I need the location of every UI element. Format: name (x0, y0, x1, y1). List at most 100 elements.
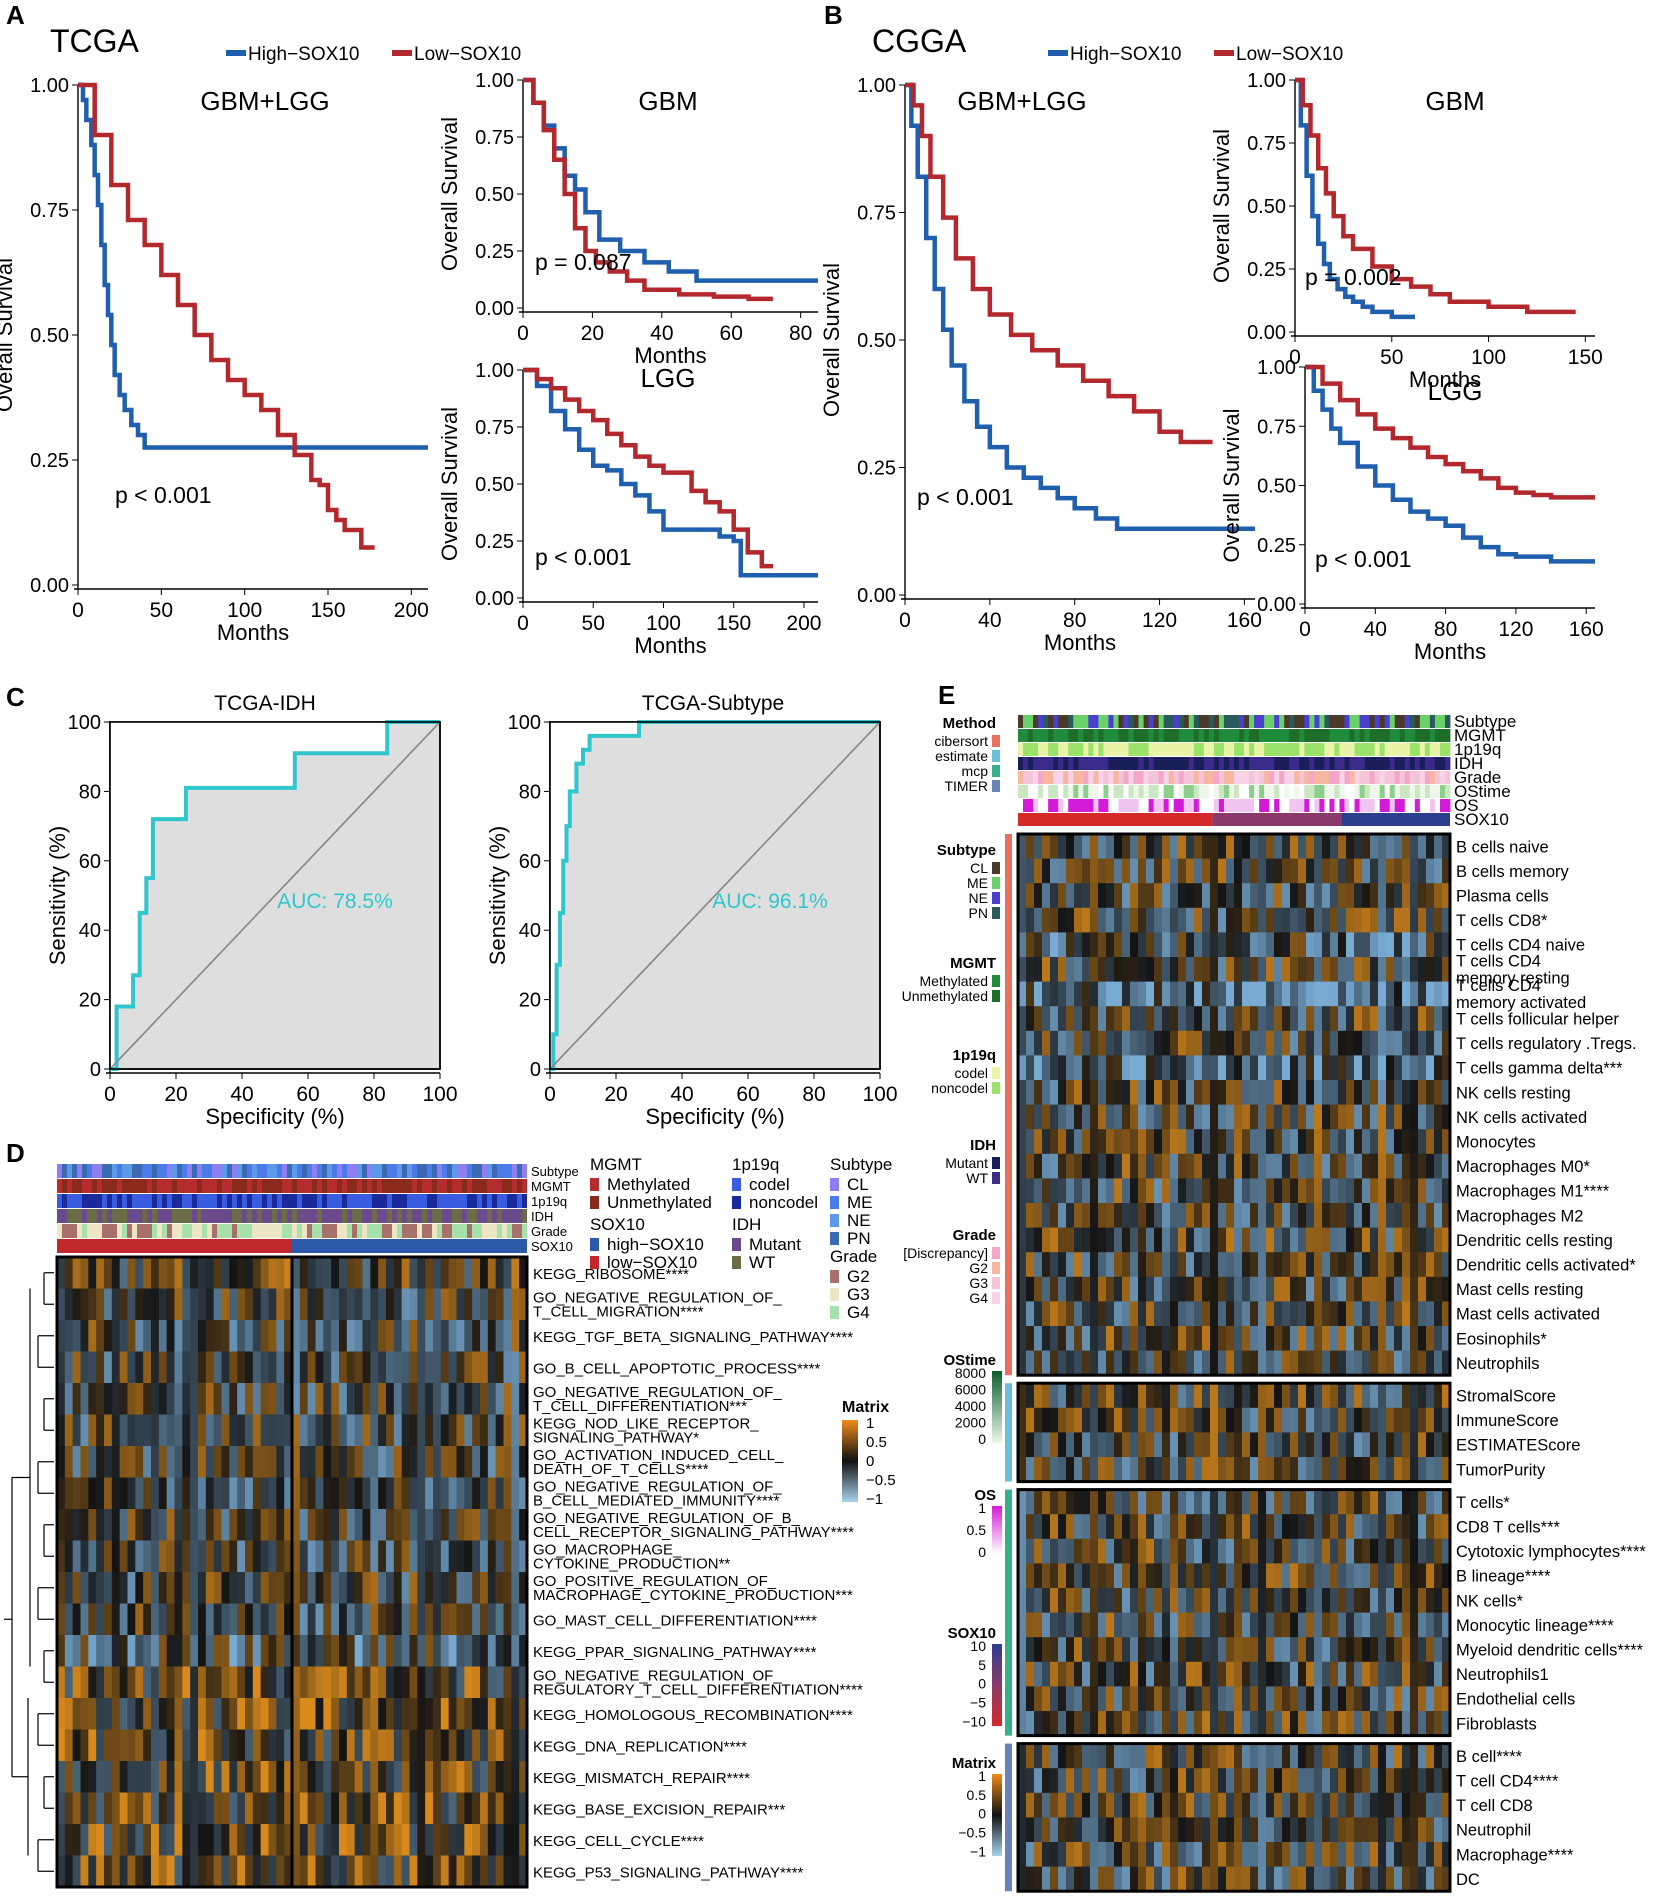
heatmap-cell (1026, 858, 1035, 884)
heatmap-cell (1202, 1153, 1211, 1179)
heatmap-cell (1050, 1457, 1059, 1483)
heatmap-cell (229, 1320, 238, 1353)
heatmap-cell (346, 1603, 356, 1636)
annotation-cell (152, 1194, 157, 1208)
heatmap-cell (354, 1320, 364, 1353)
heatmap-cell (72, 1635, 82, 1668)
heatmap-cell (1306, 1129, 1315, 1155)
heatmap-cell (1170, 957, 1179, 983)
heatmap-cell (1402, 1326, 1411, 1352)
heatmap-cell (1322, 1588, 1331, 1614)
heatmap-cell (1074, 1792, 1083, 1818)
heatmap-cell (1202, 883, 1211, 909)
heatmap-cell (1226, 1686, 1235, 1712)
annotation-cell (292, 1164, 297, 1178)
heatmap-cell (1378, 1489, 1387, 1515)
heatmap-cell (57, 1603, 66, 1636)
annotation-track-idh: IDH (57, 1209, 553, 1224)
heatmap-cell (346, 1635, 356, 1668)
heatmap-cell (1154, 1153, 1163, 1179)
annotation-cell (102, 1194, 107, 1208)
heatmap-cell (1178, 1563, 1187, 1589)
heatmap-cell (260, 1603, 270, 1636)
annotation-cell (522, 1209, 527, 1223)
heatmap-cell (1162, 1030, 1171, 1056)
heatmap-cell (1362, 1538, 1371, 1564)
heatmap-cell (1250, 1178, 1259, 1204)
heatmap-cell (1146, 1055, 1155, 1081)
heatmap-cell (245, 1383, 254, 1416)
heatmap-cell (1314, 1030, 1323, 1056)
heatmap-cell (80, 1666, 89, 1699)
heatmap-cell (1098, 1588, 1107, 1614)
annotation-cell (1093, 799, 1099, 812)
heatmap-cell (1258, 1743, 1267, 1769)
heatmap-cell (362, 1477, 371, 1510)
annotation-cell (1103, 743, 1109, 756)
heatmap-cell (1266, 883, 1275, 909)
heatmap-cell (472, 1446, 481, 1479)
annotation-cell (1349, 771, 1355, 784)
heatmap-cell (1402, 932, 1411, 958)
annotation-cell (1108, 799, 1114, 812)
heatmap-cell (1386, 1432, 1395, 1458)
annotation-cell (1364, 757, 1371, 770)
heatmap-cell (1138, 1817, 1147, 1843)
heatmap-cell (1274, 1153, 1283, 1179)
heatmap-cell (339, 1792, 348, 1825)
heatmap-cell (1106, 883, 1115, 909)
heatmap-cell (1394, 1350, 1403, 1376)
annotation-cell (1158, 771, 1165, 784)
heatmap-cell (1106, 1153, 1115, 1179)
heatmap-cell (1034, 1563, 1043, 1589)
heatmap-cell (1394, 1252, 1403, 1278)
heatmap-cell (213, 1792, 223, 1825)
annotation-cell (167, 1179, 172, 1193)
heatmap-cell (1050, 883, 1059, 909)
annotation-cell (352, 1194, 357, 1208)
heatmap-cell (1298, 1326, 1307, 1352)
heatmap-row-label: Monocytic lineage**** (1456, 1617, 1614, 1635)
annotation-cell (1319, 785, 1325, 798)
heatmap-cell (104, 1414, 113, 1447)
annotation-cell (222, 1224, 227, 1238)
heatmap-cell (1338, 1252, 1347, 1278)
heatmap-cell (1378, 1326, 1387, 1352)
annotation-cell (1173, 757, 1180, 770)
heatmap-cell (1154, 1383, 1163, 1409)
heatmap-cell (1074, 1612, 1083, 1638)
heatmap-cell (1042, 1276, 1051, 1302)
heatmap-cell (151, 1509, 160, 1542)
annotation-cell (1234, 729, 1240, 742)
heatmap-cell (205, 1257, 215, 1290)
annotation-cell (77, 1164, 82, 1178)
heatmap-cell (1426, 1743, 1435, 1769)
roc-c2-y-tick-label: 20 (519, 990, 541, 1012)
annotation-cell (1168, 785, 1175, 798)
annotation-cell (1279, 757, 1285, 770)
heatmap-cell (1322, 1252, 1331, 1278)
annotation-cell (1284, 743, 1290, 756)
heatmap-cell (1114, 858, 1123, 884)
heatmap-cell (1378, 1129, 1387, 1155)
heatmap-cell (331, 1540, 340, 1573)
heatmap-cell (57, 1761, 66, 1794)
heatmap-cell (1290, 883, 1299, 909)
heatmap-cell (1338, 1842, 1347, 1868)
heatmap-cell (480, 1855, 489, 1888)
heatmap-cell (1186, 1178, 1195, 1204)
heatmap-cell (417, 1792, 426, 1825)
heatmap-cell (1354, 1842, 1363, 1868)
km-pvalue-a1: p < 0.001 (115, 482, 212, 508)
heatmap-cell (378, 1698, 387, 1731)
legend-item-label: NE (847, 1211, 871, 1230)
annotation-cell (1058, 743, 1064, 756)
heatmap-cell (1362, 1768, 1371, 1794)
heatmap-cell (88, 1288, 97, 1321)
heatmap-cell (1370, 1612, 1379, 1638)
heatmap-cell (221, 1257, 230, 1290)
heatmap-cell (190, 1792, 199, 1825)
heatmap-cell (1306, 1080, 1315, 1106)
heatmap-cell (1434, 1383, 1443, 1409)
heatmap-cell (1386, 907, 1395, 933)
